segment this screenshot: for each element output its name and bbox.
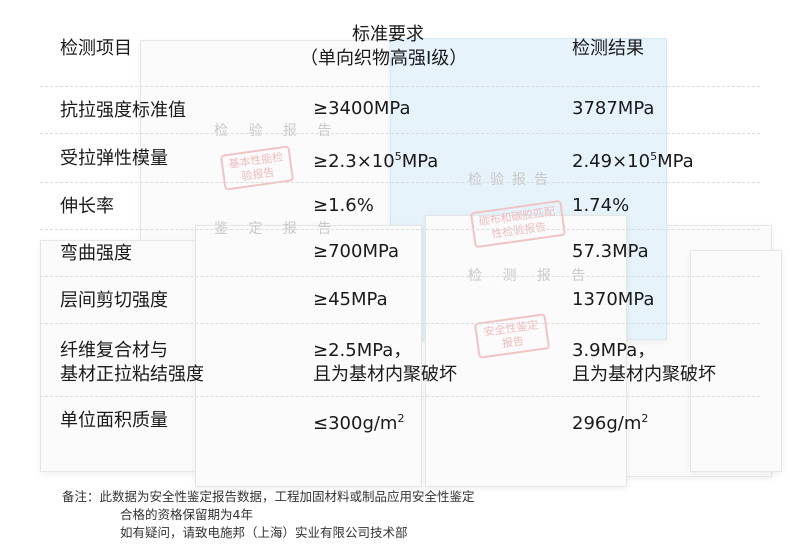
result-area-mass-value: 296g/m (572, 413, 642, 434)
standard-elastic-modulus-unit: MPa (401, 151, 439, 172)
report-sheet (40, 240, 212, 472)
standard-bond-strength-line1: ≥2.5MPa， (313, 340, 412, 361)
report-sheet (425, 215, 627, 487)
result-elastic-modulus-unit: MPa (657, 151, 694, 172)
header-result: 检测结果 (572, 38, 644, 59)
result-flexural-strength: 57.3MPa (572, 241, 649, 262)
standard-area-mass: ≤300g/m2 (313, 408, 404, 435)
note-line3: 如有疑问，请致电施邦（上海）实业有限公司技术部 (120, 525, 408, 540)
item-flexural-strength: 弯曲强度 (60, 243, 132, 264)
note-line2: 合格的资格保留期为4年 (120, 507, 253, 522)
standard-area-mass-value: ≤300g/m (313, 413, 398, 434)
standard-shear-strength: ≥45MPa (313, 289, 388, 310)
standard-area-mass-exponent: 2 (397, 412, 405, 425)
result-elastic-modulus-exponent: 5 (650, 150, 658, 163)
result-elastic-modulus-base: 2.49×10 (572, 151, 651, 172)
result-tensile-strength: 3787MPa (572, 98, 655, 119)
doc-title: 检验报告 (468, 172, 556, 188)
note-line1: 备注：此数据为安全性鉴定报告数据，工程加固材料或制品应用安全性鉴定 (62, 489, 475, 504)
item-elongation: 伸长率 (60, 196, 114, 217)
result-area-mass-exponent: 2 (641, 412, 649, 425)
standard-elastic-modulus-base: ≥2.3×10 (313, 151, 395, 172)
result-shear-strength: 1370MPa (572, 289, 655, 310)
row-divider (40, 229, 760, 230)
item-bond-strength-line2: 基材正拉粘结强度 (60, 364, 204, 385)
header-item: 检测项目 (60, 38, 132, 59)
item-bond-strength-line1: 纤维复合材与 (60, 340, 168, 361)
header-standard-sub: （单向织物高强I级） (300, 48, 468, 69)
standard-bond-strength-line2: 且为基材内聚破坏 (313, 364, 457, 385)
standard-elastic-modulus: ≥2.3×105MPa (313, 146, 438, 173)
report-sheet (690, 250, 782, 472)
row-divider (40, 396, 760, 397)
row-divider (40, 182, 760, 183)
item-elastic-modulus: 受拉弹性模量 (60, 148, 168, 169)
result-bond-strength-line2: 且为基材内聚破坏 (572, 364, 716, 385)
result-elongation: 1.74% (572, 195, 630, 216)
header-standard: 标准要求 (352, 24, 424, 45)
row-divider (40, 86, 760, 87)
row-divider (40, 323, 760, 324)
doc-title: 检 验 报 告 (214, 123, 340, 139)
row-divider (40, 276, 760, 277)
standard-tensile-strength: ≥3400MPa (313, 98, 411, 119)
standard-flexural-strength: ≥700MPa (313, 241, 400, 262)
report-sheet (195, 225, 422, 487)
row-divider (40, 133, 760, 134)
result-elastic-modulus: 2.49×105MPa (572, 146, 694, 173)
item-shear-strength: 层间剪切强度 (60, 290, 168, 311)
standard-elongation: ≥1.6% (313, 195, 374, 216)
item-area-mass: 单位面积质量 (60, 410, 168, 431)
result-area-mass: 296g/m2 (572, 408, 648, 435)
item-tensile-strength: 抗拉强度标准值 (60, 100, 186, 121)
standard-elastic-modulus-exponent: 5 (394, 150, 402, 163)
result-bond-strength-line1: 3.9MPa， (572, 340, 656, 361)
